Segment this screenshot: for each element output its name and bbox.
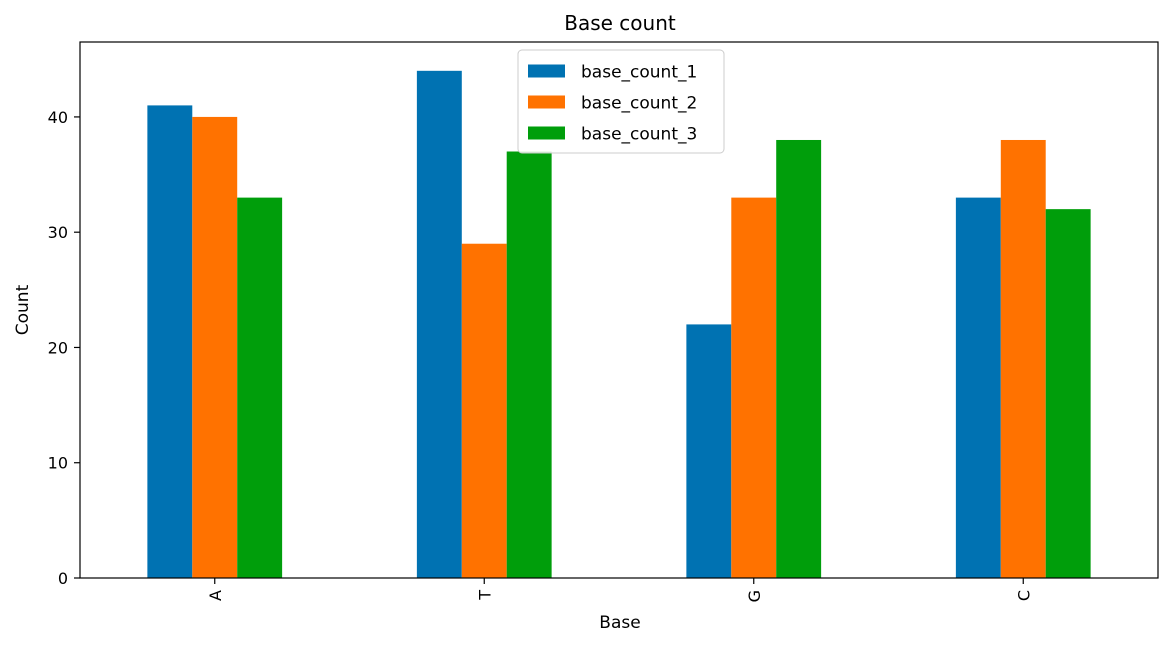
legend-label-base_count_2: base_count_2 [581,94,697,114]
y-tick-label: 40 [48,108,68,127]
y-axis-label: Count [13,284,33,335]
legend-swatch-base_count_3 [528,126,565,140]
bar-base_count_2-A [192,116,238,578]
bar-base_count_3-A [237,197,283,578]
legend-label-base_count_3: base_count_3 [581,125,697,145]
chart-title: Base count [564,11,676,35]
x-tick-label-A: A [206,590,225,601]
bar-base_count_3-T [506,151,552,578]
y-tick-label: 0 [58,569,68,588]
x-tick-label-C: C [1014,590,1033,601]
bar-base_count_1-A [147,105,193,578]
legend-swatch-base_count_2 [528,95,565,109]
bar-base_count_2-C [1000,139,1046,578]
y-tick-label: 10 [48,454,68,473]
x-tick-label-T: T [475,590,494,601]
bar-base_count_2-T [461,243,507,578]
bar-base_count_2-G [731,197,777,578]
bar-base_count_1-C [955,197,1001,578]
y-tick-label: 20 [48,338,68,357]
x-tick-label-G: G [745,590,764,602]
bar-base_count_3-C [1045,209,1091,579]
y-tick-label: 30 [48,223,68,242]
bar-base_count_1-G [686,324,732,578]
legend-box [517,49,725,154]
bars-layer [147,70,1091,579]
y-axis: 0 10 20 30 40 [48,108,80,588]
bar-base_count_1-T [416,70,462,579]
legend: base_count_1 base_count_2 base_count_3 [517,49,725,154]
bar-base_count_3-G [776,139,822,578]
legend-swatch-base_count_1 [528,64,565,78]
legend-label-base_count_1: base_count_1 [581,63,697,83]
x-axis-label: Base [599,613,640,633]
plot-area-frame [79,41,1159,579]
